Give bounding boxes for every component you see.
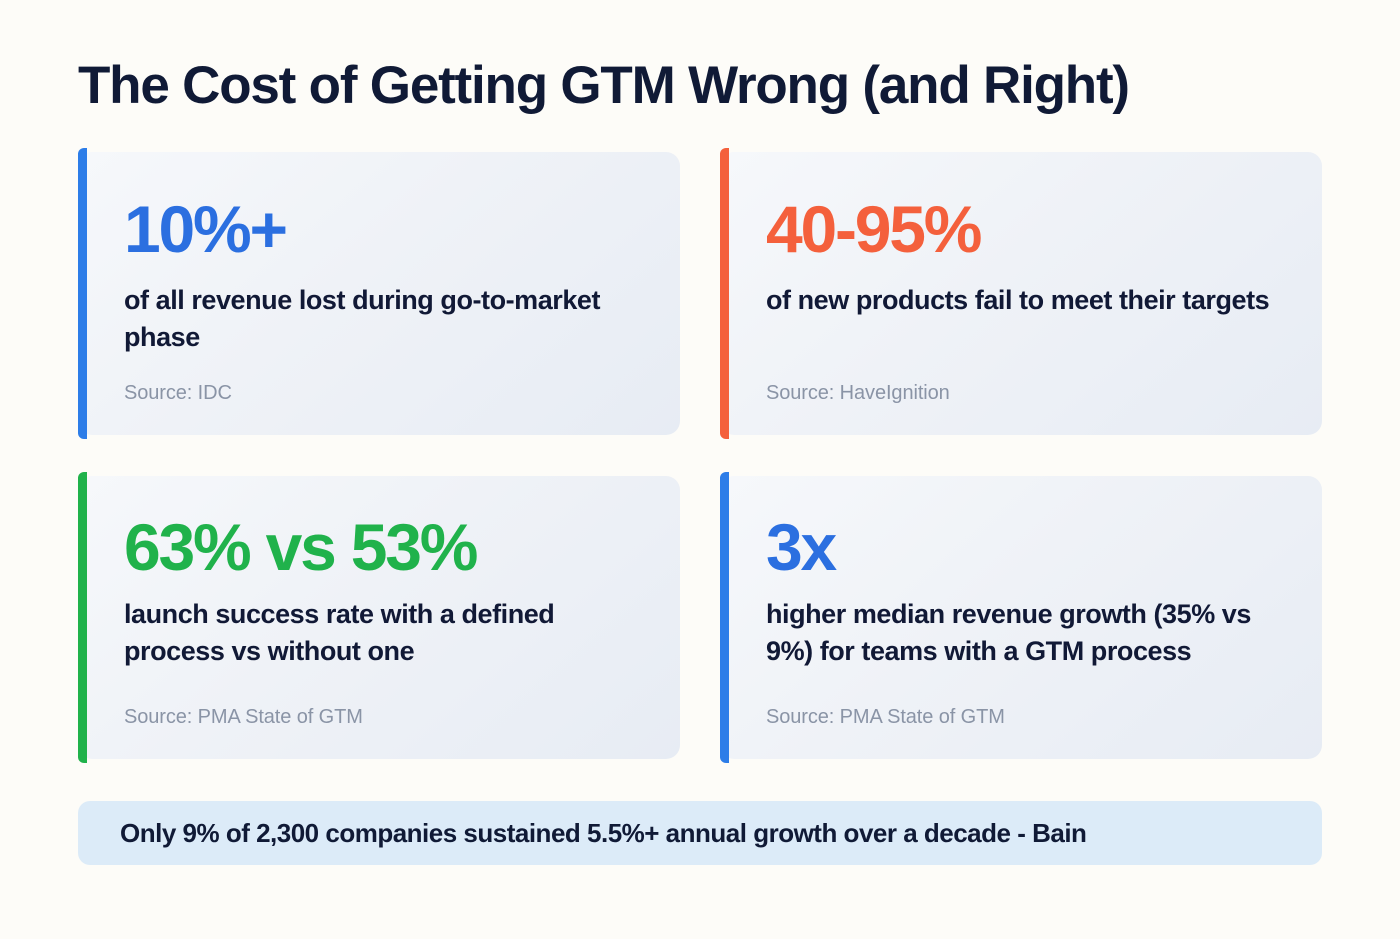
accent-bar-icon bbox=[78, 472, 87, 764]
stat-card-revenue-growth: 3x higher median revenue growth (35% vs … bbox=[720, 472, 1322, 764]
stat-source: Source: PMA State of GTM bbox=[124, 706, 363, 729]
stat-card-launch-success: 63% vs 53% launch success rate with a de… bbox=[78, 472, 680, 764]
stat-card-products-fail: 40-95% of new products fail to meet thei… bbox=[720, 148, 1322, 440]
stat-figure: 63% vs 53% bbox=[124, 510, 478, 585]
accent-bar-icon bbox=[720, 148, 729, 440]
footer-banner: Only 9% of 2,300 companies sustained 5.5… bbox=[78, 801, 1322, 866]
footer-banner-text: Only 9% of 2,300 companies sustained 5.5… bbox=[120, 817, 1087, 848]
accent-bar-icon bbox=[78, 148, 87, 440]
stat-figure: 10%+ bbox=[124, 192, 288, 267]
stat-description: higher median revenue growth (35% vs 9%)… bbox=[766, 599, 1251, 667]
stat-source: Source: HaveIgnition bbox=[766, 382, 950, 405]
page-title: The Cost of Getting GTM Wrong (and Right… bbox=[78, 56, 1130, 115]
stat-card-grid: 10%+ of all revenue lost during go-to-ma… bbox=[78, 148, 1322, 764]
stat-source: Source: IDC bbox=[124, 382, 232, 405]
stat-source: Source: PMA State of GTM bbox=[766, 706, 1005, 729]
stat-description: launch success rate with a defined proce… bbox=[124, 599, 555, 667]
stat-figure: 3x bbox=[766, 510, 837, 585]
stat-description: of all revenue lost during go-to-market … bbox=[124, 285, 601, 353]
stat-figure: 40-95% bbox=[766, 192, 982, 267]
accent-bar-icon bbox=[720, 472, 729, 764]
stat-card-revenue-lost: 10%+ of all revenue lost during go-to-ma… bbox=[78, 148, 680, 440]
stat-description: of new products fail to meet their targe… bbox=[766, 285, 1270, 316]
